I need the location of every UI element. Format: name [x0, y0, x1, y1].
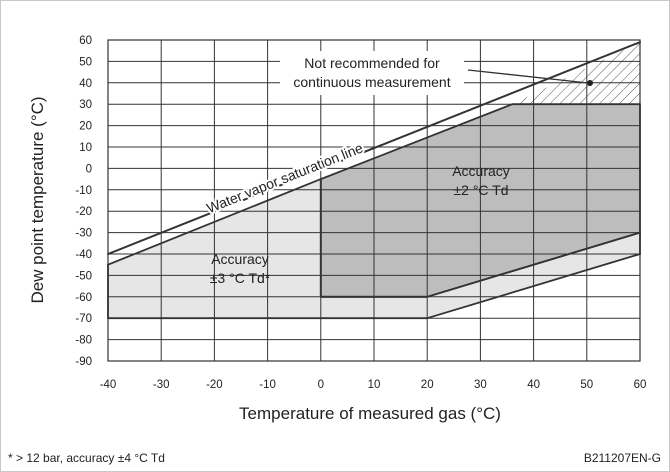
accuracy-2-outline	[319, 103, 514, 181]
y-tick-label: -80	[75, 335, 92, 347]
label-accuracy-3: Accuracy ±3 °C Td*	[210, 251, 271, 286]
y-tick-label: 60	[79, 35, 92, 47]
x-tick-label: -10	[259, 379, 276, 391]
x-tick-label: 40	[527, 379, 540, 391]
x-tick-label: -30	[153, 379, 170, 391]
x-tick-label: 50	[580, 379, 593, 391]
label-not-recommended-line: continuous measurement	[293, 74, 450, 90]
y-tick-label: 40	[79, 78, 92, 90]
x-tick-label: 0	[318, 379, 324, 391]
leader-line	[467, 69, 589, 84]
y-tick-label: -40	[75, 249, 92, 261]
y-tick-label: -10	[75, 185, 92, 197]
y-tick-labels: 60 50 40 30 20 10 0 -10 -20 -30 -40 -50 -60 -70 -80 -90	[75, 35, 92, 368]
y-tick-label: 10	[79, 142, 92, 154]
label-accuracy-2: Accuracy ±2 °C Td	[452, 163, 510, 198]
accuracy-3-outline	[107, 178, 322, 266]
leader-dot	[587, 80, 593, 86]
y-tick-label: 20	[79, 121, 92, 133]
y-tick-label: 30	[79, 99, 92, 111]
y-tick-label: -60	[75, 292, 92, 304]
region-not-recommended	[512, 42, 640, 105]
x-tick-label: 10	[368, 379, 381, 391]
y-tick-label: 0	[86, 163, 92, 175]
accuracy-2-outline	[426, 231, 641, 298]
document-code: B211207EN-G	[584, 451, 661, 465]
y-tick-label: -50	[75, 270, 92, 282]
x-tick-label: -20	[206, 379, 223, 391]
region-boundaries	[107, 41, 641, 320]
saturation-line	[107, 41, 641, 255]
y-tick-label: -70	[75, 313, 92, 325]
x-tick-label: 20	[421, 379, 434, 391]
y-axis-title: Dew point temperature (°C)	[28, 96, 47, 303]
label-accuracy-2-line: ±2 °C Td	[453, 182, 508, 198]
label-not-recommended: Not recommended for continuous measuremen…	[293, 55, 450, 90]
footnote: * > 12 bar, accuracy ±4 °C Td	[8, 451, 165, 465]
x-tick-labels: -40 -30 -20 -10 0 10 20 30 40 50 60	[100, 379, 647, 391]
x-tick-label: 30	[474, 379, 487, 391]
label-accuracy-3-line: ±3 °C Td*	[210, 270, 271, 286]
label-accuracy-3-line: Accuracy	[211, 251, 269, 267]
x-tick-label: 60	[634, 379, 647, 391]
y-tick-label: -20	[75, 206, 92, 218]
x-axis-title: Temperature of measured gas (°C)	[239, 404, 501, 423]
x-tick-label: -40	[100, 379, 117, 391]
y-tick-label: -30	[75, 228, 92, 240]
label-accuracy-2-line: Accuracy	[452, 163, 510, 179]
label-not-recommended-line: Not recommended for	[304, 55, 440, 71]
y-tick-label: -90	[75, 356, 92, 368]
accuracy-3-outline	[426, 253, 641, 320]
region-accuracy-3	[108, 179, 640, 319]
label-not-recommended-background	[280, 51, 464, 95]
y-tick-label: 50	[79, 56, 92, 68]
